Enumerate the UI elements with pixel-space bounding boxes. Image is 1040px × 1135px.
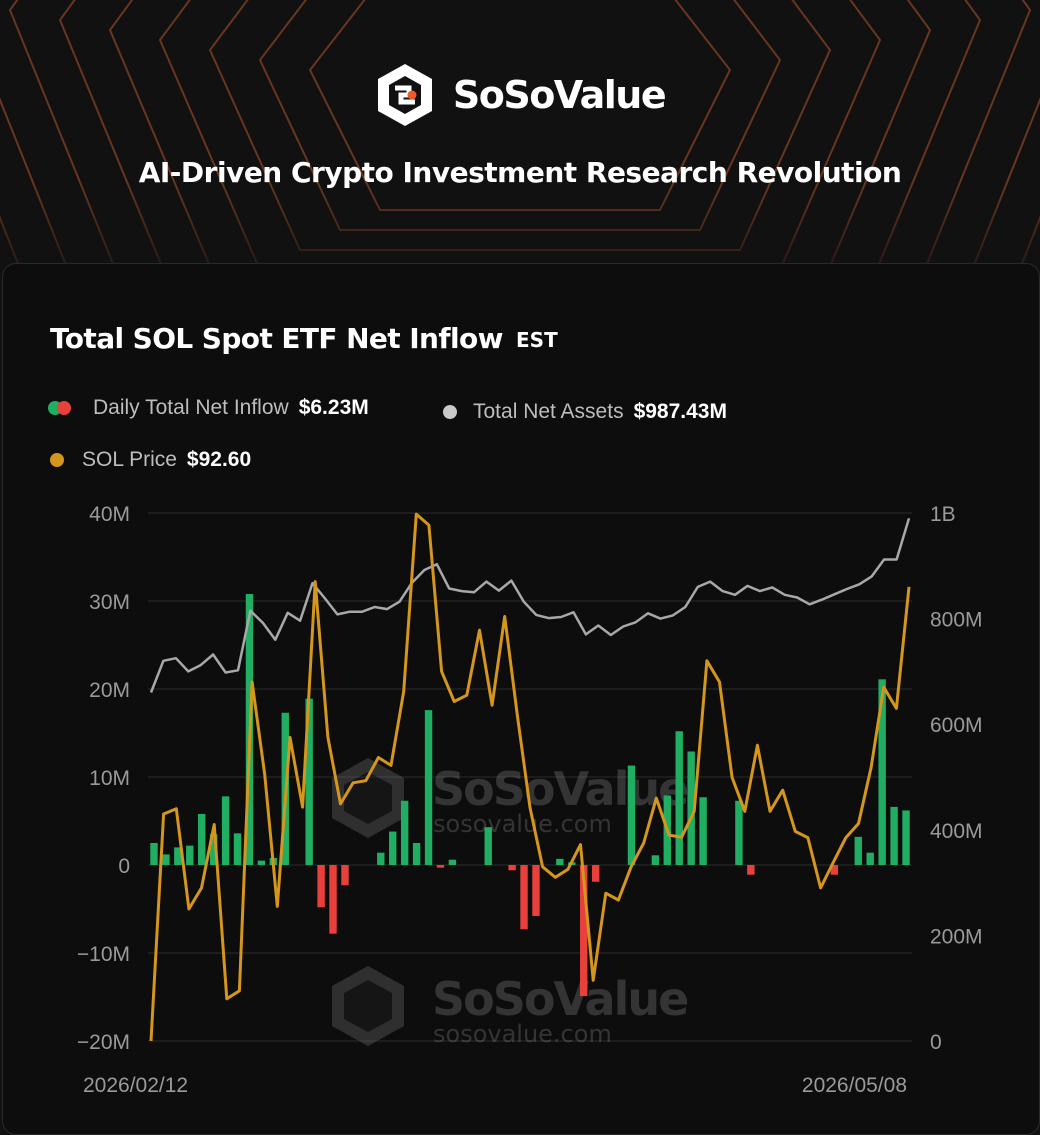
legend-inflow-label: Daily Total Net Inflow xyxy=(93,396,289,419)
right-tick-label: 800M xyxy=(930,609,983,632)
right-tick-label: 400M xyxy=(930,820,983,843)
left-tick-label: 20M xyxy=(89,679,130,702)
inflow-bar xyxy=(341,865,349,886)
right-tick-label: 1B xyxy=(930,503,956,526)
inflow-bar xyxy=(651,855,660,865)
inflow-bar xyxy=(854,836,862,865)
legend-inflow-value: $6.23M xyxy=(298,396,369,419)
inflow-bar xyxy=(520,865,528,930)
inflow-bar xyxy=(591,865,600,882)
background-pattern xyxy=(0,0,1040,300)
sosovalue-logo-icon xyxy=(377,64,432,126)
inflow-bar xyxy=(878,679,886,865)
legend-price-label: SOL Price xyxy=(82,448,177,471)
inflow-bar xyxy=(508,865,516,871)
legend-price-value: $92.60 xyxy=(186,448,252,471)
inflow-bar xyxy=(329,865,337,934)
brand-name: SoSoValue xyxy=(452,73,667,117)
inflow-bar xyxy=(377,852,385,865)
inflow-bar xyxy=(174,847,182,865)
inflow-bar xyxy=(424,710,433,865)
inflow-bar xyxy=(436,865,445,868)
watermark-name-1: SoSoValue xyxy=(432,762,687,816)
left-tick-label: −20M xyxy=(77,1031,130,1054)
inflow-bar xyxy=(221,796,230,865)
watermark-2: SoSoValue sosovalue.com xyxy=(332,966,689,1048)
legend-assets-value: $987.43M xyxy=(633,400,727,423)
inflow-bar xyxy=(830,865,839,875)
left-tick-label: −10M xyxy=(77,943,130,966)
inflow-bar xyxy=(747,865,755,875)
left-tick-label: 10M xyxy=(89,767,130,790)
legend-assets-label: Total Net Assets xyxy=(473,400,624,423)
price-dot-icon xyxy=(50,453,64,467)
inflow-bar xyxy=(448,859,457,865)
total-net-assets-line xyxy=(149,517,911,693)
watermark-1: SoSoValue sosovalue.com xyxy=(332,758,689,838)
legend-price[interactable]: SOL Price $92.60 xyxy=(50,448,251,472)
right-tick-label: 0 xyxy=(930,1031,942,1054)
chart-title: Total SOL Spot ETF Net Inflow xyxy=(50,322,503,355)
sol-price-line xyxy=(149,512,911,1042)
inflow-bar xyxy=(305,698,313,865)
inflow-bar xyxy=(675,731,683,865)
series-lines xyxy=(149,512,911,1042)
inflow-bar xyxy=(198,813,206,865)
left-axis: 40M 30M 20M 10M 0 −10M −20M xyxy=(77,503,130,1054)
inflow-bar xyxy=(412,843,421,865)
inflow-bar xyxy=(233,833,242,865)
right-tick-label: 600M xyxy=(930,714,983,737)
watermark-url-1: sosovalue.com xyxy=(433,810,612,838)
inflow-bar xyxy=(162,854,170,865)
inflow-bar xyxy=(532,865,540,917)
x-end-label: 2026/05/08 xyxy=(802,1074,907,1097)
inflow-bar xyxy=(699,797,707,865)
inflow-bar xyxy=(866,852,874,865)
inflow-bar xyxy=(389,831,397,865)
watermark-name-2: SoSoValue xyxy=(432,972,687,1026)
inflow-bar xyxy=(257,860,266,865)
inflow-bar xyxy=(687,751,695,865)
x-axis: 2026/02/12 2026/05/08 xyxy=(83,1074,907,1097)
left-tick-label: 30M xyxy=(89,591,130,614)
chart-card xyxy=(2,263,1040,1135)
inflow-bar xyxy=(902,810,910,865)
x-start-label: 2026/02/12 xyxy=(83,1074,188,1097)
timezone-label: EST xyxy=(516,328,558,352)
inflow-bar xyxy=(556,858,564,865)
brand-header: SoSoValue xyxy=(0,62,1040,128)
watermarks: SoSoValue sosovalue.com SoSoValue sosova… xyxy=(332,758,689,1048)
right-tick-label: 200M xyxy=(930,925,983,948)
inflow-bar xyxy=(186,845,194,865)
tagline: AI-Driven Crypto Investment Research Rev… xyxy=(138,156,902,189)
left-tick-label: 40M xyxy=(89,503,130,526)
inflow-bar xyxy=(400,800,409,865)
inflow-bar xyxy=(484,827,492,865)
inflow-bar xyxy=(580,865,588,997)
inflow-bar xyxy=(209,834,218,865)
inflow-bar xyxy=(317,865,325,908)
legend-assets[interactable]: Total Net Assets $987.43M xyxy=(443,400,727,424)
inflow-bar xyxy=(735,800,743,865)
inflow-bar xyxy=(627,765,636,865)
assets-dot-icon xyxy=(443,405,457,419)
right-axis: 1B 800M 600M 400M 200M 0 xyxy=(930,503,983,1054)
inflow-chart: SoSoValue sosovalue.com SoSoValue sosova… xyxy=(77,503,983,1097)
inflow-dots-icon xyxy=(48,401,71,415)
inflow-bar xyxy=(890,806,898,865)
watermark-url-2: sosovalue.com xyxy=(433,1020,612,1048)
inflow-bar xyxy=(150,843,158,865)
legend-inflow[interactable]: Daily Total Net Inflow $6.23M xyxy=(48,396,369,420)
left-tick-label: 0 xyxy=(118,855,130,878)
